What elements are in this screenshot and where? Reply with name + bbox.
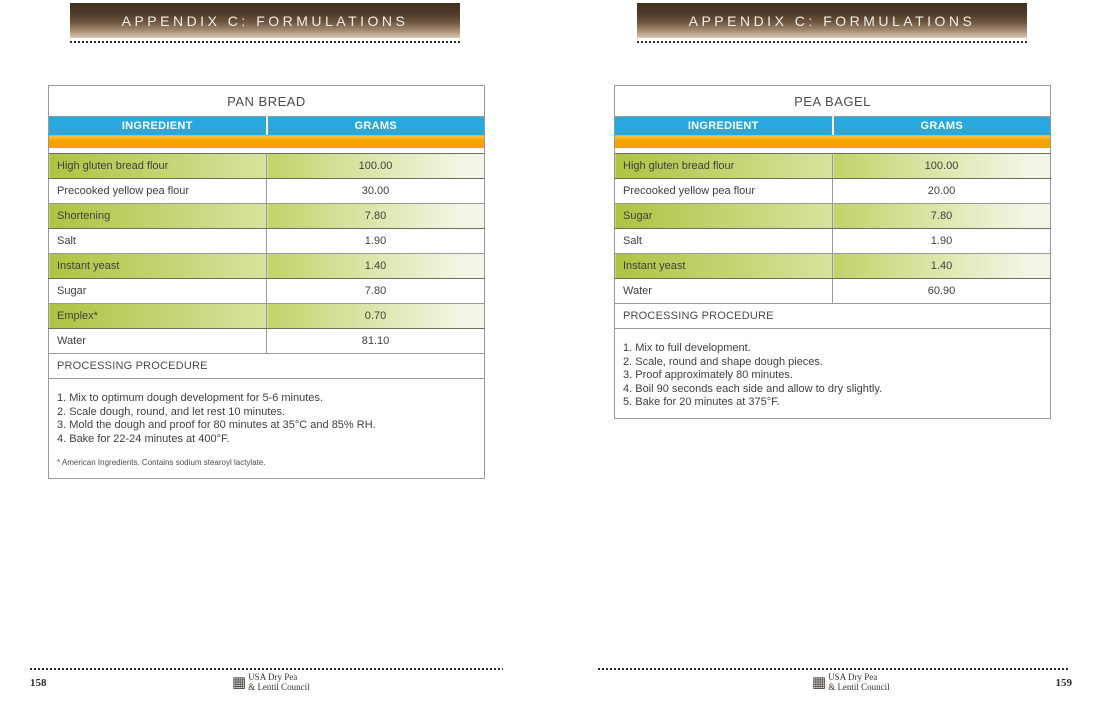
usa-dry-pea-lentil-council-logo: ▦ USA Dry Pea & Lentil Council xyxy=(232,672,310,692)
council-logo-text: USA Dry Pea & Lentil Council xyxy=(828,672,890,692)
processing-procedure-body: 1. Mix to optimum dough development for … xyxy=(48,378,485,479)
ingredient-cell: Precooked yellow pea flour xyxy=(614,178,833,204)
procedure-step: 1. Mix to full development. xyxy=(623,342,751,354)
footer-dotted-separator xyxy=(30,667,503,670)
table-row: Sugar 7.80 xyxy=(614,203,1051,229)
table-row: High gluten bread flour 100.00 xyxy=(614,153,1051,179)
grams-cell: 60.90 xyxy=(832,278,1051,304)
ingredient-cell: Precooked yellow pea flour xyxy=(48,178,267,204)
page-number: 159 xyxy=(1055,677,1073,689)
column-header-grams: GRAMS xyxy=(832,116,1051,135)
column-header-ingredient: INGREDIENT xyxy=(48,116,268,135)
ingredient-cell: Salt xyxy=(614,228,833,254)
appendix-header-bar: APPENDIX C: FORMULATIONS xyxy=(70,3,460,38)
table-footnote: * American Ingredients. Contains sodium … xyxy=(57,458,266,467)
procedure-step: 3. Mold the dough and proof for 80 minut… xyxy=(57,419,376,431)
table-row: Salt 1.90 xyxy=(48,228,485,254)
column-header-grams: GRAMS xyxy=(266,116,485,135)
council-logo-line2: & Lentil Council xyxy=(828,681,890,692)
page-159: APPENDIX C: FORMULATIONS PEA BAGEL INGRE… xyxy=(550,0,1100,711)
processing-procedure-header: PROCESSING PROCEDURE xyxy=(614,303,1051,329)
grams-cell: 30.00 xyxy=(266,178,485,204)
ingredient-cell: Salt xyxy=(48,228,267,254)
header-dotted-separator xyxy=(637,40,1027,43)
procedure-step: 4. Boil 90 seconds each side and allow t… xyxy=(623,382,883,395)
grams-cell: 7.80 xyxy=(266,278,485,304)
footer-dotted-separator xyxy=(598,667,1070,670)
grams-cell: 81.10 xyxy=(266,328,485,354)
pan-bread-table: PAN BREAD INGREDIENT GRAMS High gluten b… xyxy=(48,85,485,479)
table-title: PEA BAGEL xyxy=(614,85,1051,117)
grams-cell: 20.00 xyxy=(832,178,1051,204)
ingredient-cell: High gluten bread flour xyxy=(614,153,833,179)
procedure-step: 4. Bake for 22-24 minutes at 400°F. xyxy=(57,432,230,445)
grams-cell: 1.40 xyxy=(266,253,485,279)
council-emblem-icon: ▦ xyxy=(232,674,247,691)
page-number: 158 xyxy=(30,677,47,689)
spacer-band xyxy=(614,147,1051,154)
table-row: Sugar 7.80 xyxy=(48,278,485,304)
table-row: Emplex* 0.70 xyxy=(48,303,485,329)
ingredient-cell: High gluten bread flour xyxy=(48,153,267,179)
ingredient-cell: Water xyxy=(48,328,267,354)
appendix-header-title: APPENDIX C: FORMULATIONS xyxy=(121,12,409,29)
table-row: Salt 1.90 xyxy=(614,228,1051,254)
ingredient-cell: Sugar xyxy=(614,203,833,229)
grams-cell: 7.80 xyxy=(832,203,1051,229)
table-row: High gluten bread flour 100.00 xyxy=(48,153,485,179)
header-dotted-separator xyxy=(70,40,460,43)
table-row: Water 81.10 xyxy=(48,328,485,354)
grams-cell: 100.00 xyxy=(832,153,1051,179)
procedure-step: 3. Proof approximately 80 minutes. xyxy=(623,369,793,381)
usa-dry-pea-lentil-council-logo: ▦ USA Dry Pea & Lentil Council xyxy=(812,672,890,692)
table-title: PAN BREAD xyxy=(48,85,485,117)
procedure-step: 2. Scale, round and shape dough pieces. xyxy=(623,355,823,368)
table-row: Instant yeast 1.40 xyxy=(48,253,485,279)
ingredient-cell: Water xyxy=(614,278,833,304)
grams-cell: 1.40 xyxy=(832,253,1051,279)
processing-procedure-body: 1. Mix to full development. 2. Scale, ro… xyxy=(614,328,1051,419)
ingredient-cell: Shortening xyxy=(48,203,267,229)
council-logo-line1: USA Dry Pea xyxy=(248,672,298,682)
ingredient-cell: Sugar xyxy=(48,278,267,304)
grams-cell: 7.80 xyxy=(266,203,485,229)
procedure-step: 5. Bake for 20 minutes at 375°F. xyxy=(623,396,780,408)
council-logo-line1: USA Dry Pea xyxy=(828,672,878,682)
grams-cell: 1.90 xyxy=(266,228,485,254)
council-logo-line2: & Lentil Council xyxy=(248,681,310,692)
procedure-step: 2. Scale dough, round, and let rest 10 m… xyxy=(57,405,286,418)
processing-procedure-header: PROCESSING PROCEDURE xyxy=(48,353,485,379)
grams-cell: 1.90 xyxy=(832,228,1051,254)
orange-band xyxy=(614,134,1051,148)
appendix-header-title: APPENDIX C: FORMULATIONS xyxy=(688,12,976,29)
table-row: Precooked yellow pea flour 20.00 xyxy=(614,178,1051,204)
appendix-header-bar: APPENDIX C: FORMULATIONS xyxy=(637,3,1027,38)
pea-bagel-table: PEA BAGEL INGREDIENT GRAMS High gluten b… xyxy=(614,85,1051,419)
page-158: APPENDIX C: FORMULATIONS PAN BREAD INGRE… xyxy=(30,3,503,692)
procedure-step: 1. Mix to optimum dough development for … xyxy=(57,392,323,404)
spacer-band xyxy=(48,147,485,154)
table-row: Instant yeast 1.40 xyxy=(614,253,1051,279)
council-logo-text: USA Dry Pea & Lentil Council xyxy=(248,672,310,692)
ingredient-cell: Instant yeast xyxy=(614,253,833,279)
council-emblem-icon: ▦ xyxy=(812,674,827,691)
ingredient-cell: Emplex* xyxy=(48,303,267,329)
ingredient-cell: Instant yeast xyxy=(48,253,267,279)
table-row: Water 60.90 xyxy=(614,278,1051,304)
grams-cell: 0.70 xyxy=(266,303,485,329)
table-row: Precooked yellow pea flour 30.00 xyxy=(48,178,485,204)
orange-band xyxy=(48,134,485,148)
table-row: Shortening 7.80 xyxy=(48,203,485,229)
grams-cell: 100.00 xyxy=(266,153,485,179)
column-header-ingredient: INGREDIENT xyxy=(614,116,834,135)
